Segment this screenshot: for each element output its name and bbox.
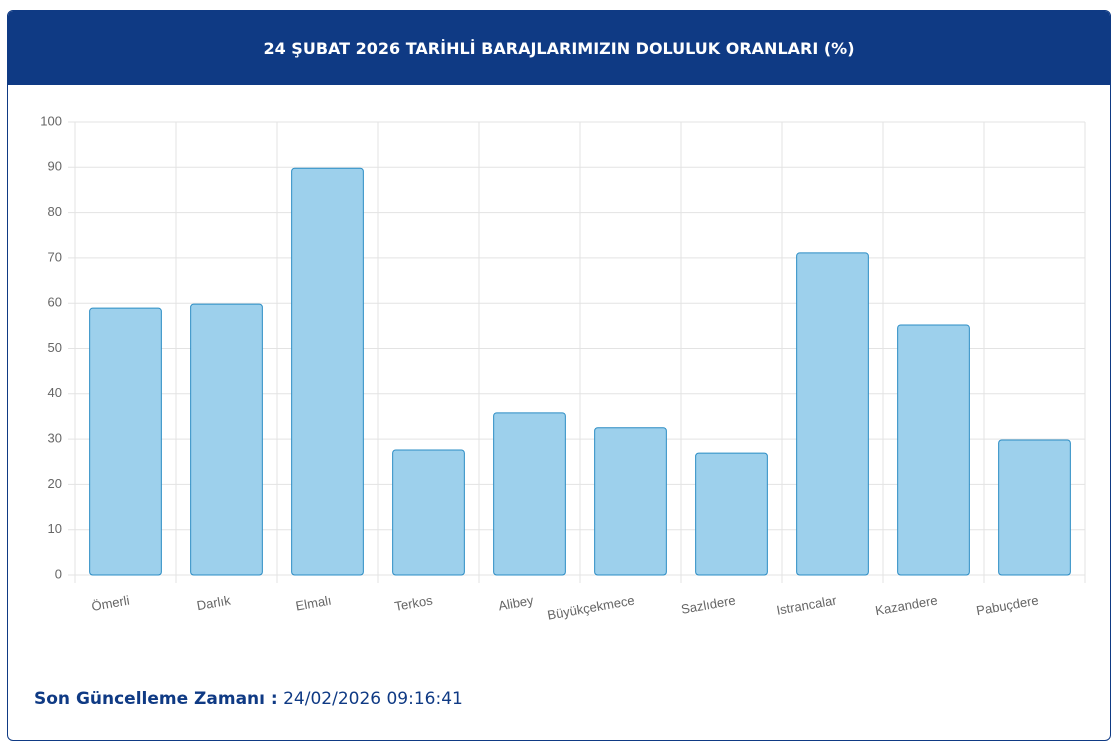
x-tick-label: Büyükçekmece — [546, 593, 635, 623]
y-tick-label: 50 — [48, 340, 62, 355]
x-tick-label: Ömerli — [90, 593, 130, 614]
bar — [796, 252, 869, 576]
y-tick-label: 40 — [48, 385, 62, 400]
bar — [89, 307, 162, 576]
y-tick-label: 30 — [48, 431, 62, 446]
y-tick-label: 90 — [48, 159, 62, 174]
x-tick-label: Kazandere — [874, 593, 939, 619]
chart-title: 24 ŞUBAT 2026 TARİHLİ BARAJLARIMIZIN DOL… — [8, 11, 1110, 85]
bar — [190, 303, 263, 576]
x-tick-label: Pabuçdere — [975, 593, 1040, 619]
bar — [392, 449, 465, 576]
y-tick-label: 80 — [48, 204, 62, 219]
x-tick-label: Sazlıdere — [680, 593, 737, 617]
x-tick-label: Terkos — [393, 592, 434, 614]
x-tick-label: Elmalı — [294, 593, 332, 614]
x-tick-label: Istrancalar — [775, 592, 838, 617]
bar — [897, 324, 970, 576]
bar — [291, 167, 364, 576]
x-tick-label: Darlık — [196, 592, 233, 613]
update-time: Son Güncelleme Zamanı : 24/02/2026 09:16… — [34, 689, 463, 709]
bar — [998, 439, 1071, 576]
bar — [493, 412, 566, 576]
y-tick-label: 0 — [55, 566, 62, 581]
y-tick-label: 100 — [40, 113, 62, 128]
update-label: Son Güncelleme Zamanı : — [34, 689, 278, 709]
bar — [594, 427, 667, 576]
y-tick-label: 60 — [48, 295, 62, 310]
x-tick-label: Alibey — [497, 592, 535, 613]
y-tick-label: 70 — [48, 249, 62, 264]
y-tick-label: 20 — [48, 476, 62, 491]
y-tick-label: 10 — [48, 521, 62, 536]
card: 24 ŞUBAT 2026 TARİHLİ BARAJLARIMIZIN DOL… — [7, 10, 1111, 741]
bar — [695, 452, 768, 576]
update-value: 24/02/2026 09:16:41 — [283, 689, 463, 709]
